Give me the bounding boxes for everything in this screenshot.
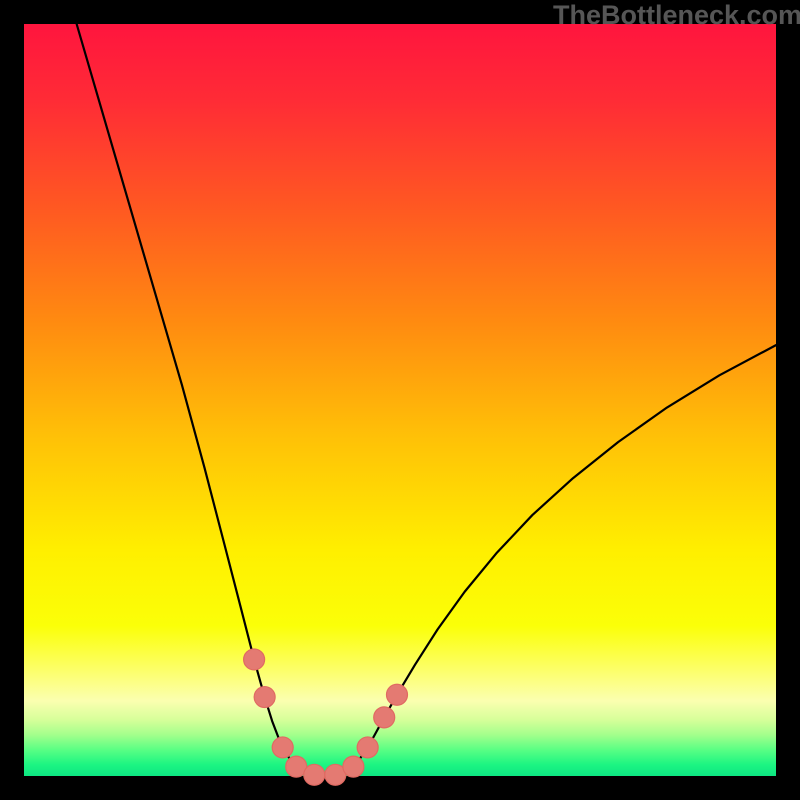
curve-marker [254, 687, 275, 708]
plot-background [24, 24, 776, 776]
watermark-text: TheBottleneck.com [553, 0, 800, 31]
curve-marker [357, 737, 378, 758]
curve-marker [343, 756, 364, 777]
chart-svg [0, 0, 800, 800]
curve-marker [304, 764, 325, 785]
curve-marker [272, 737, 293, 758]
curve-marker [244, 649, 265, 670]
curve-marker [374, 707, 395, 728]
chart-frame: TheBottleneck.com [0, 0, 800, 800]
curve-marker [386, 684, 407, 705]
